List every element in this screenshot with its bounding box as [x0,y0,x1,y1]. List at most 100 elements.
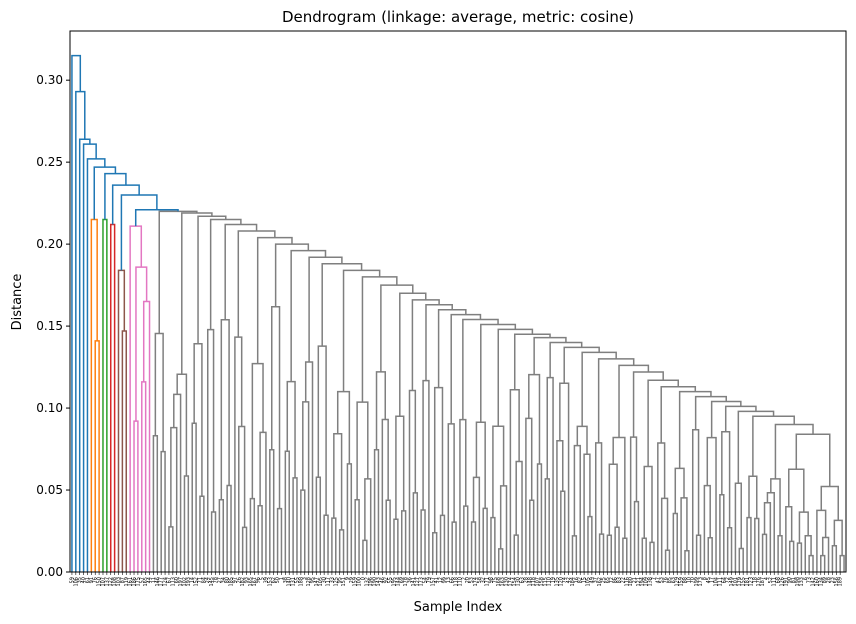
leaf-label: 0 [360,577,366,580]
dendrogram-link [459,418,467,572]
leaf-label: 42 [566,577,572,583]
y-tick-label: 0.20 [36,237,63,251]
leaf-label: 126 [779,577,785,587]
dendrogram-link [672,512,678,572]
leaf-label: 147 [314,577,320,587]
leaf-label: 156 [834,577,840,587]
leaf-label: 161 [128,577,134,587]
leaf-label: 53 [659,577,665,583]
leaf-label: 52 [768,577,774,583]
leaf-label: 102 [182,577,188,587]
dendrogram-link [302,401,310,572]
leaf-label: 158 [539,577,545,587]
leaf-label: 63 [520,577,526,583]
dendrogram-link [364,478,372,572]
leaf-label: 107 [100,577,106,587]
leaf-label: 72 [725,577,731,583]
dendrogram-link [597,358,635,443]
leaf-label: 55 [294,577,300,583]
leaf-label: 142 [811,577,817,587]
dendrogram-link [395,415,405,520]
dendrogram-link [606,534,613,572]
plot-frame [69,30,847,573]
leaf-label: 86 [613,577,619,583]
dendrogram-link [160,450,166,572]
leaf-label: 118 [531,577,537,587]
leaf-label: 12 [438,577,444,583]
dendrogram-link [480,323,517,423]
leaf-label: 93 [244,577,250,583]
leaf-label: 187 [760,577,766,587]
leaf-label: 90 [787,577,793,583]
dendrogram-link [133,420,139,572]
dendrogram-link [321,263,363,347]
leaf-label: 35 [77,577,83,583]
dendrogram-link [796,542,803,572]
leaf-label: 34 [221,577,227,583]
dendrogram-link [290,249,327,382]
leaf-label: 76 [663,577,669,583]
leaf-label: 21 [632,577,638,583]
y-tick-label: 0.00 [36,565,63,579]
leaf-label: 54 [423,577,429,583]
dendrogram-link [788,468,805,513]
leaf-label: 96 [256,577,262,583]
leaf-label: 40 [81,577,87,583]
dendrogram-link [707,536,713,572]
dendrogram-link [135,266,148,422]
y-tick-label: 0.15 [36,319,63,333]
leaf-label: 173 [698,577,704,587]
y-axis-label: Distance [10,274,25,331]
leaf-label: 27 [217,577,223,583]
leaf-label: 50 [275,577,281,583]
leaf-label: 91 [89,577,95,583]
leaf-label: 159 [353,577,359,587]
leaf-label: 121 [636,577,642,587]
leaf-label: 163 [500,577,506,587]
leaf-label: 108 [112,577,118,587]
leaf-label: 165 [143,577,149,587]
leaf-label: 101 [733,577,739,587]
leaf-label: 189 [838,577,844,587]
leaf-label: 89 [822,577,828,583]
leaf-label: 174 [508,577,514,587]
leaf-label: 150 [97,577,103,587]
dendrogram-link [451,521,457,572]
leaf-label: 118 [454,577,460,587]
leaf-label: 127 [415,577,421,587]
dendrogram-link [490,516,496,572]
dendrogram-link [411,299,440,391]
leaf-label: 13 [446,577,452,583]
leaf-label: 95 [310,577,316,583]
dendrogram-link [129,225,143,572]
leaf-label: 65 [605,577,611,583]
leaf-label: 24 [205,577,211,583]
leaf-label: 29 [349,577,355,583]
leaf-label: 155 [741,577,747,587]
leaf-label: 165 [248,577,254,587]
leaf-label: 33 [329,577,335,583]
leaf-label: 1 [279,577,285,580]
dendrogram-link [437,308,467,388]
leaf-label: 16 [574,577,580,583]
dendrogram-link [684,549,690,572]
dendrogram-link [154,332,164,452]
leaf-label: 99 [442,577,448,583]
dendrogram-link [748,475,758,519]
dendrogram-link [528,373,541,464]
leaf-label: 178 [403,577,409,587]
dendrogram-link [795,433,831,487]
dendrogram-link [766,492,775,572]
leaf-label: 81 [791,577,797,583]
leaf-label: 105 [585,577,591,587]
leaf-label: 135 [554,577,560,587]
leaf-label: 173 [419,577,425,587]
leaf-label: 115 [543,577,549,587]
dendrogram-link [197,215,227,344]
leaf-label: 15 [582,577,588,583]
leaf-label: 171 [485,577,491,587]
leaf-label: 188 [298,577,304,587]
dendrogram-link [170,426,178,572]
leaf-label: 122 [108,577,114,587]
leaf-label: 168 [496,577,502,587]
